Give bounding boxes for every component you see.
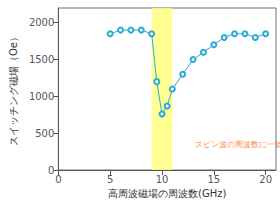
svg-text:0: 0: [48, 165, 54, 176]
svg-text:スピン波の周波数に一致: スピン波の周波数に一致: [195, 140, 280, 149]
svg-text:高周波磁場の周波数(GHz): 高周波磁場の周波数(GHz): [108, 188, 226, 199]
svg-text:10: 10: [156, 174, 169, 185]
svg-text:5: 5: [107, 174, 113, 185]
svg-text:1500: 1500: [29, 54, 54, 65]
svg-text:0: 0: [55, 174, 61, 185]
svg-text:2000: 2000: [29, 17, 54, 28]
svg-text:20: 20: [259, 174, 272, 185]
svg-text:500: 500: [35, 128, 54, 139]
svg-text:15: 15: [207, 174, 220, 185]
svg-text:スイッチング磁場（Oe）: スイッチング磁場（Oe）: [8, 32, 19, 146]
svg-text:1000: 1000: [29, 91, 54, 102]
